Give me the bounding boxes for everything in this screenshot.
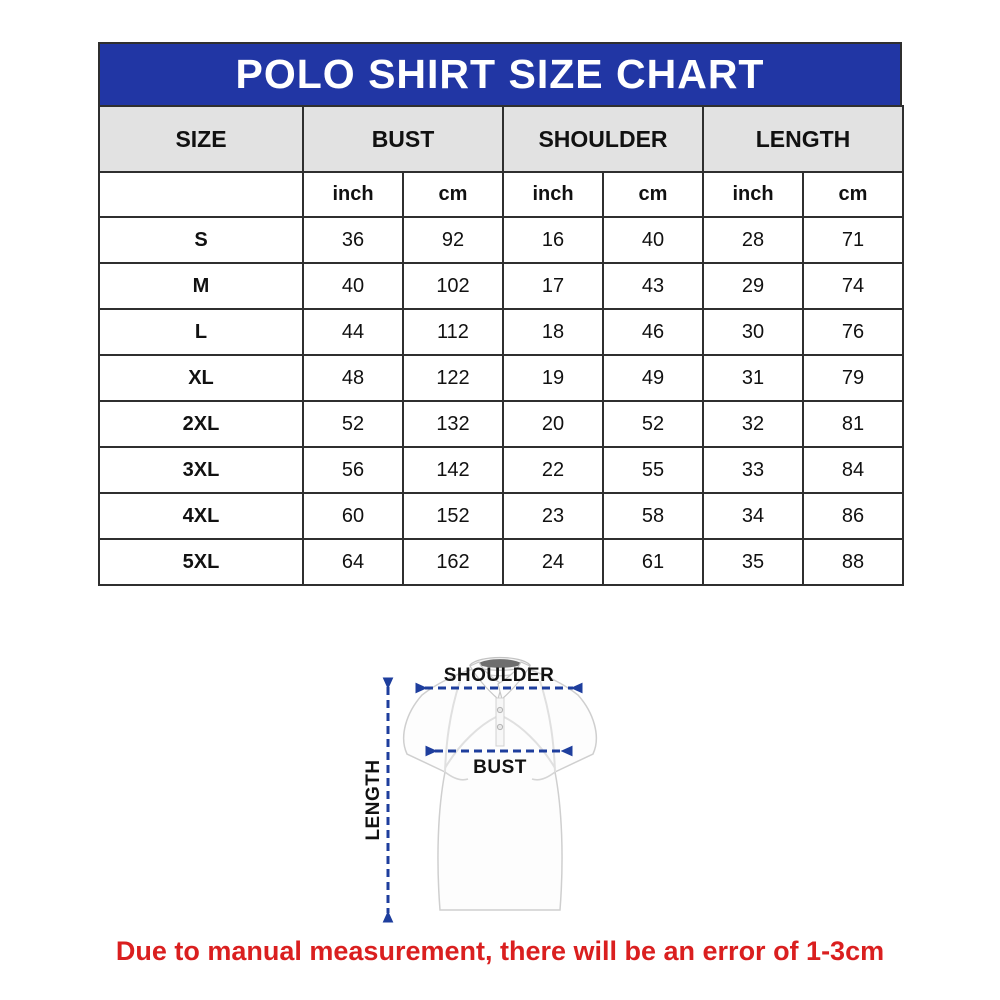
units-row: inch cm inch cm inch cm (98, 171, 904, 218)
value-cell: 52 (602, 400, 704, 448)
size-cell: 3XL (98, 446, 304, 494)
table-row-m: M 40 102 17 43 29 74 (98, 262, 904, 310)
table-row-s: S 36 92 16 40 28 71 (98, 216, 904, 264)
value-cell: 162 (402, 538, 504, 586)
value-cell: 84 (802, 446, 904, 494)
value-cell: 19 (502, 354, 604, 402)
value-cell: 34 (702, 492, 804, 540)
column-header-shoulder: SHOULDER (502, 105, 704, 173)
measurement-note: Due to manual measurement, there will be… (115, 936, 885, 966)
value-cell: 52 (302, 400, 404, 448)
value-cell: 29 (702, 262, 804, 310)
value-cell: 40 (302, 262, 404, 310)
measurement-diagram: SHOULDER BUST LENGTH (350, 640, 690, 932)
shoulder-label: SHOULDER (444, 665, 555, 686)
value-cell: 31 (702, 354, 804, 402)
value-cell: 43 (602, 262, 704, 310)
table-row-l: L 44 112 18 46 30 76 (98, 308, 904, 356)
value-cell: 86 (802, 492, 904, 540)
value-cell: 56 (302, 446, 404, 494)
value-cell: 40 (602, 216, 704, 264)
unit-bust-inch: inch (302, 171, 404, 218)
value-cell: 88 (802, 538, 904, 586)
size-chart-block: POLO SHIRT SIZE CHART SIZE BUST SHOULDER… (98, 42, 904, 586)
column-header-size: SIZE (98, 105, 304, 173)
bust-label: BUST (473, 757, 527, 778)
size-cell: 2XL (98, 400, 304, 448)
table-row-3xl: 3XL 56 142 22 55 33 84 (98, 446, 904, 494)
table-header-row: SIZE BUST SHOULDER LENGTH (98, 105, 904, 173)
right-cuff-shadow (531, 771, 556, 781)
unit-shoulder-inch: inch (502, 171, 604, 218)
left-chest-shading (444, 716, 497, 769)
unit-length-cm: cm (802, 171, 904, 218)
value-cell: 33 (702, 446, 804, 494)
size-cell: XL (98, 354, 304, 402)
value-cell: 18 (502, 308, 604, 356)
value-cell: 112 (402, 308, 504, 356)
size-cell: M (98, 262, 304, 310)
value-cell: 79 (802, 354, 904, 402)
column-header-bust: BUST (302, 105, 504, 173)
placket (495, 697, 505, 747)
value-cell: 32 (702, 400, 804, 448)
units-row-empty-cell (98, 171, 304, 218)
value-cell: 64 (302, 538, 404, 586)
table-row-xl: XL 48 122 19 49 31 79 (98, 354, 904, 402)
value-cell: 23 (502, 492, 604, 540)
value-cell: 61 (602, 538, 704, 586)
unit-length-inch: inch (702, 171, 804, 218)
size-table: SIZE BUST SHOULDER LENGTH inch cm inch c… (98, 105, 904, 586)
size-cell: 4XL (98, 492, 304, 540)
size-cell: L (98, 308, 304, 356)
value-cell: 122 (402, 354, 504, 402)
table-row-5xl: 5XL 64 162 24 61 35 88 (98, 538, 904, 586)
value-cell: 132 (402, 400, 504, 448)
value-cell: 24 (502, 538, 604, 586)
value-cell: 152 (402, 492, 504, 540)
unit-bust-cm: cm (402, 171, 504, 218)
table-row-4xl: 4XL 60 152 23 58 34 86 (98, 492, 904, 540)
neck-opening (477, 659, 523, 668)
value-cell: 48 (302, 354, 404, 402)
value-cell: 81 (802, 400, 904, 448)
value-cell: 71 (802, 216, 904, 264)
value-cell: 36 (302, 216, 404, 264)
value-cell: 92 (402, 216, 504, 264)
column-header-length: LENGTH (702, 105, 904, 173)
value-cell: 16 (502, 216, 604, 264)
value-cell: 58 (602, 492, 704, 540)
value-cell: 35 (702, 538, 804, 586)
size-cell: S (98, 216, 304, 264)
value-cell: 20 (502, 400, 604, 448)
button-bottom (496, 723, 504, 731)
right-chest-shading (503, 716, 556, 769)
value-cell: 44 (302, 308, 404, 356)
polo-body (403, 668, 597, 911)
size-cell: 5XL (98, 538, 304, 586)
value-cell: 49 (602, 354, 704, 402)
value-cell: 102 (402, 262, 504, 310)
value-cell: 60 (302, 492, 404, 540)
value-cell: 30 (702, 308, 804, 356)
table-row-2xl: 2XL 52 132 20 52 32 81 (98, 400, 904, 448)
polo-shirt-diagram-svg: SHOULDER BUST LENGTH (363, 656, 597, 923)
left-cuff-shadow (444, 771, 469, 781)
value-cell: 74 (802, 262, 904, 310)
value-cell: 22 (502, 446, 604, 494)
value-cell: 55 (602, 446, 704, 494)
value-cell: 142 (402, 446, 504, 494)
polo-shirt-graphic (403, 656, 597, 911)
value-cell: 28 (702, 216, 804, 264)
unit-shoulder-cm: cm (602, 171, 704, 218)
button-top (496, 706, 504, 714)
chart-title: POLO SHIRT SIZE CHART (98, 42, 902, 107)
value-cell: 46 (602, 308, 704, 356)
value-cell: 17 (502, 262, 604, 310)
length-label: LENGTH (363, 759, 384, 840)
value-cell: 76 (802, 308, 904, 356)
